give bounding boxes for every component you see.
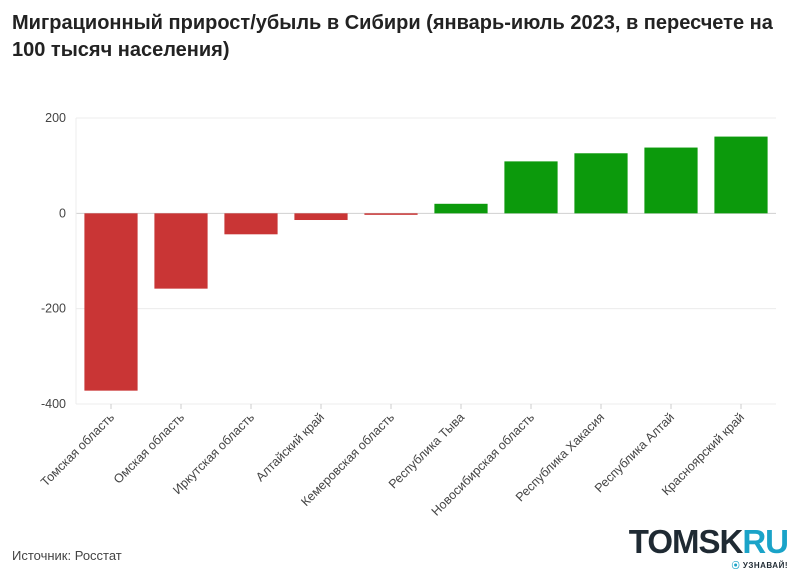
bar — [224, 213, 278, 235]
x-tick-label: Республика Тыва — [386, 410, 467, 491]
y-tick-label: -200 — [41, 302, 66, 316]
bar — [714, 136, 768, 214]
bars — [84, 136, 768, 391]
logo-tag-text: УЗНАВАЙ! — [742, 561, 788, 570]
y-tick-label: -400 — [41, 397, 66, 411]
bar — [574, 153, 628, 214]
logo-tagline: ⦿ УЗНАВАЙ! — [732, 560, 788, 571]
bar — [644, 147, 698, 214]
y-axis-ticks: 200 0 -200 -400 — [41, 111, 66, 411]
bar — [504, 161, 558, 214]
bar — [84, 213, 138, 391]
source-note: Источник: Росстат — [12, 548, 122, 563]
logo-accent-text: RU — [742, 523, 789, 560]
logo-tag-mark-icon: ⦿ — [731, 561, 741, 570]
x-tick-label: Омская область — [111, 410, 187, 486]
x-tick-label: Томская область — [38, 410, 117, 489]
tomskru-logo: TOMSKRU ⦿ УЗНАВАЙ! — [628, 523, 789, 572]
chart-title: Миграционный прирост/убыль в Сибири (янв… — [12, 12, 773, 61]
bar — [154, 213, 208, 289]
x-tick-label: Алтайский край — [253, 410, 327, 484]
logo-wordmark: TOMSKRU — [628, 523, 789, 560]
bar — [294, 213, 348, 221]
y-tick-label: 200 — [45, 111, 66, 125]
bar — [364, 213, 418, 215]
bar — [434, 203, 488, 214]
y-tick-label: 0 — [59, 206, 66, 220]
logo-main-text: TOMSK — [628, 523, 744, 560]
